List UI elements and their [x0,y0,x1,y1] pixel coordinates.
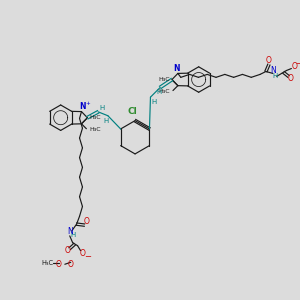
Text: N: N [270,66,276,75]
Text: O: O [80,249,85,258]
Text: H: H [99,105,105,111]
Text: H₃C: H₃C [158,77,170,82]
Text: +: + [85,101,90,106]
Text: O: O [68,260,74,269]
Text: −: − [295,59,300,68]
Text: O: O [266,56,272,65]
Text: H₃C: H₃C [158,89,170,94]
Text: H: H [103,118,109,124]
Text: H: H [272,74,278,80]
Text: Cl: Cl [127,107,137,116]
Text: H: H [152,99,157,105]
Text: O: O [56,260,62,269]
Text: O: O [287,74,293,83]
Text: N: N [67,227,73,236]
Text: −: − [84,252,91,261]
Text: H₃C: H₃C [41,260,53,266]
Text: H: H [157,89,162,95]
Text: N: N [174,64,180,73]
Text: O: O [65,246,71,255]
Text: H₃C: H₃C [89,127,101,132]
Text: O: O [291,62,297,71]
Text: O: O [83,217,89,226]
Text: H₃C: H₃C [89,116,101,120]
Text: N: N [79,102,86,111]
Text: H: H [70,232,75,238]
